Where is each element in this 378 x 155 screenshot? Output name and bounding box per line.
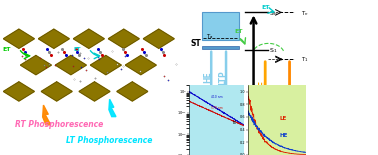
Text: ST: ST (190, 39, 201, 48)
Polygon shape (43, 105, 51, 125)
Polygon shape (143, 29, 174, 48)
Text: S$_n$: S$_n$ (270, 9, 278, 18)
Polygon shape (73, 29, 104, 48)
Polygon shape (79, 82, 110, 101)
Text: LTP: LTP (218, 70, 228, 85)
Polygon shape (39, 29, 70, 48)
FancyBboxPatch shape (202, 12, 239, 40)
FancyBboxPatch shape (279, 97, 302, 112)
Text: LT Phosphorescence: LT Phosphorescence (66, 136, 153, 145)
Text: HE: HE (280, 133, 288, 138)
Text: LE: LE (258, 80, 267, 90)
Polygon shape (117, 82, 148, 101)
Polygon shape (3, 82, 34, 101)
Y-axis label: P.L.: P.L. (234, 117, 238, 123)
Text: HE: HE (203, 72, 212, 83)
Text: ET: ET (234, 29, 243, 33)
Polygon shape (3, 29, 34, 48)
Polygon shape (108, 29, 139, 48)
Text: ET: ET (261, 4, 270, 9)
Text: 570 nm: 570 nm (211, 106, 223, 110)
Text: 410 nm: 410 nm (211, 95, 223, 99)
Polygon shape (90, 55, 121, 75)
Text: LE: LE (280, 116, 287, 121)
Text: T$_a$: T$_a$ (206, 32, 214, 41)
Polygon shape (109, 99, 116, 117)
Text: RTP: RTP (283, 102, 298, 108)
Text: ET: ET (2, 47, 10, 52)
Polygon shape (56, 55, 87, 75)
Polygon shape (20, 55, 51, 75)
Text: S$_1$: S$_1$ (270, 46, 278, 55)
Polygon shape (125, 55, 156, 75)
Text: T$_n$: T$_n$ (301, 9, 309, 18)
Text: T$_1$: T$_1$ (301, 55, 309, 64)
Text: ET: ET (74, 47, 81, 52)
FancyBboxPatch shape (202, 46, 239, 49)
Text: RT Phosphorescence: RT Phosphorescence (15, 120, 103, 129)
Polygon shape (41, 82, 72, 101)
